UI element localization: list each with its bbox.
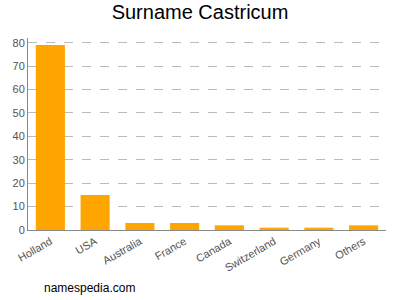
svg-text:10: 10 <box>13 200 25 212</box>
svg-text:40: 40 <box>13 130 25 142</box>
svg-text:30: 30 <box>13 154 25 166</box>
svg-text:USA: USA <box>73 234 99 256</box>
svg-text:70: 70 <box>13 60 25 72</box>
svg-text:Australia: Australia <box>101 234 145 266</box>
svg-text:0: 0 <box>19 224 25 236</box>
svg-text:Holland: Holland <box>16 235 54 264</box>
svg-text:Surname Castricum: Surname Castricum <box>112 1 289 23</box>
svg-text:60: 60 <box>13 83 25 95</box>
svg-text:Switzerland: Switzerland <box>223 235 278 274</box>
svg-text:Canada: Canada <box>194 234 234 264</box>
svg-text:50: 50 <box>13 107 25 119</box>
svg-text:Germany: Germany <box>277 235 323 268</box>
svg-text:Others: Others <box>333 235 368 262</box>
svg-text:80: 80 <box>13 37 25 49</box>
svg-text:namespedia.com: namespedia.com <box>44 281 135 295</box>
svg-text:20: 20 <box>13 177 25 189</box>
svg-text:France: France <box>153 235 189 263</box>
